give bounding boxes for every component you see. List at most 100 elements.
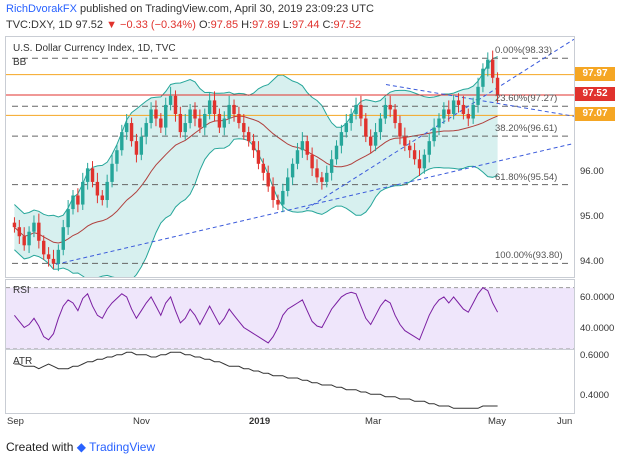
candle-body [461, 104, 466, 114]
y-tick-95: 95.00 [580, 211, 604, 222]
candle-body [354, 104, 358, 114]
candle-body [154, 109, 158, 119]
candle-body [134, 141, 139, 155]
author-link[interactable]: RichDvorakFX [6, 3, 77, 15]
close-value: 97.52 [333, 19, 362, 31]
candle-body [412, 150, 417, 160]
candle-body [334, 145, 339, 160]
candle-body [22, 236, 26, 246]
atr-line [14, 351, 498, 409]
candle-body [164, 104, 168, 128]
candle-body [300, 141, 305, 151]
candle-body [456, 100, 461, 105]
candle-body [349, 113, 353, 124]
candle-body [403, 136, 407, 146]
candle-body [344, 123, 348, 133]
candle-body [56, 249, 61, 264]
candle-body [310, 154, 314, 169]
bb-indicator-label[interactable]: BB [13, 57, 27, 68]
close-label: C: [322, 19, 334, 31]
main-price-pane[interactable]: U.S. Dollar Currency Index, 1D, TVC BB [5, 36, 575, 282]
candle-body [305, 141, 309, 155]
candle-body [329, 159, 334, 173]
candle-body [368, 136, 373, 146]
candle-body [398, 123, 402, 137]
x-tick-sep: Sep [7, 416, 24, 427]
footer-credit: Created with ◆ TradingView [6, 440, 155, 454]
candle-body [159, 118, 163, 128]
rsi-label[interactable]: RSI [13, 285, 30, 296]
candle-body [266, 172, 270, 187]
y-tick-94: 94.00 [580, 256, 604, 267]
low-label: L: [282, 19, 292, 31]
candle-body [388, 104, 392, 110]
candle-body [471, 104, 475, 119]
down-arrow-icon: ▼ [106, 19, 117, 31]
candle-body [481, 68, 485, 87]
rsi-pane[interactable]: RSI [5, 279, 575, 350]
candle-body [85, 168, 90, 182]
x-tick-may: May [488, 416, 506, 427]
candle-body [364, 118, 368, 137]
candle-body [437, 118, 441, 128]
candle-body [173, 95, 178, 114]
symbol-ohlc-line: TVC:DXY, 1D 97.52 ▼ −0.33 (−0.34%) O:97.… [6, 19, 361, 31]
candle-body [476, 86, 480, 105]
fib-label-0: 0.00%(98.33) [495, 45, 553, 57]
x-tick-jun: Jun [557, 416, 573, 427]
candle-body [495, 77, 500, 95]
candle-body [227, 104, 231, 119]
x-tick-nov: Nov [133, 416, 150, 427]
atr-tick-0-6: 0.6000 [580, 350, 610, 361]
candle-body [373, 132, 378, 146]
candle-body [417, 159, 422, 169]
candle-body [71, 195, 75, 210]
candle-body [188, 109, 192, 124]
symbol-label: TVC:DXY, 1D [6, 19, 73, 31]
candle-body [129, 123, 134, 142]
atr-label[interactable]: ATR [13, 356, 33, 367]
candle-body [466, 113, 470, 119]
candle-body [408, 145, 412, 151]
candle-body [217, 113, 222, 128]
rsi-tick-40: 40.0000 [580, 323, 615, 334]
rsi-band [6, 287, 574, 349]
candle-body [486, 59, 490, 69]
candle-body [490, 59, 495, 78]
fib-label-61-8: 61.80%(95.54) [495, 171, 558, 183]
fib-label-100: 100.00%(93.80) [495, 250, 563, 262]
atr-pane[interactable]: ATR [5, 349, 575, 414]
publish-info: RichDvorakFX published on TradingView.co… [6, 3, 374, 15]
candle-body [110, 163, 114, 182]
candle-body [17, 227, 22, 237]
publish-text: published on TradingView.com, April 30, … [79, 3, 374, 15]
candle-body [286, 177, 290, 191]
candle-body [242, 123, 246, 133]
open-value: 97.85 [210, 19, 239, 31]
x-tick-mar: Mar [365, 416, 382, 427]
tradingview-logo-icon[interactable]: ◆ [76, 440, 86, 454]
candle-body [393, 109, 397, 124]
open-label: O: [198, 19, 211, 31]
candle-body [295, 150, 300, 164]
candle-body [237, 113, 241, 124]
candle-body [124, 123, 129, 133]
candle-body [168, 95, 173, 105]
last-price: 97.52 [75, 19, 104, 31]
bollinger-basis [14, 115, 498, 244]
candle-body [139, 136, 144, 155]
candle-body [76, 195, 80, 205]
high-value: 97.89 [252, 19, 280, 31]
candle-body [320, 177, 324, 182]
trendline-steep [305, 38, 575, 210]
candle-body [427, 141, 431, 155]
candle-body [32, 222, 36, 232]
candle-body [198, 118, 202, 128]
rsi-tick-60: 60.0000 [580, 292, 615, 303]
trendline-resistance [385, 84, 575, 117]
footer-brand-link[interactable]: TradingView [89, 440, 156, 454]
candle-body [232, 104, 236, 114]
price-badge-last: 97.52 [575, 86, 615, 101]
time-axis[interactable]: Sep Nov 2019 Mar May Jun [5, 412, 573, 428]
